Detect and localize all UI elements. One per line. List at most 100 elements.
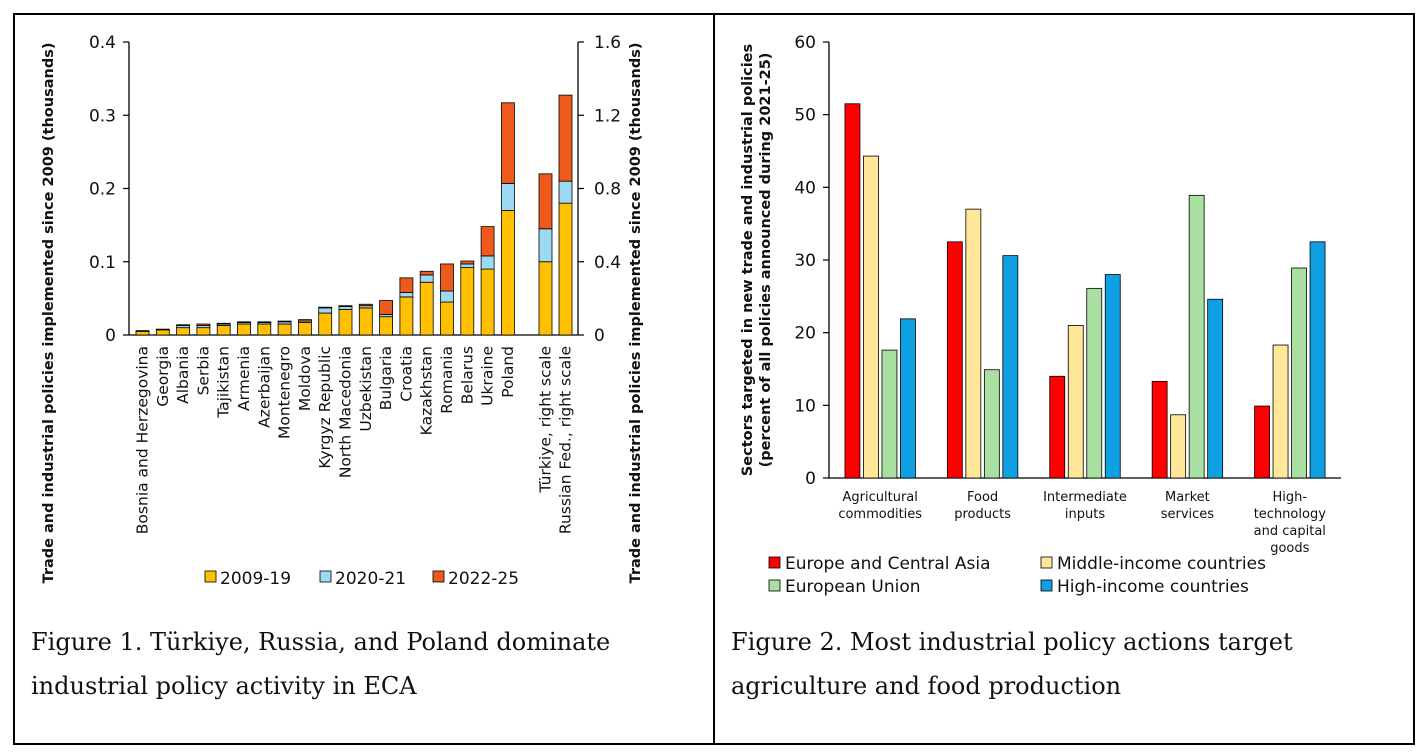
y-tick-label: 50 xyxy=(794,106,816,126)
x-tick-label: Romania xyxy=(438,346,456,414)
bar-segment xyxy=(379,300,394,315)
bar xyxy=(983,369,1000,479)
legend-label: High-income countries xyxy=(1057,577,1249,597)
bar-segment xyxy=(318,306,333,309)
right-y-axis-title: Trade and industrial policies implemente… xyxy=(628,43,644,584)
legend-label: European Union xyxy=(785,577,921,597)
x-tick-label: inputs xyxy=(1065,507,1105,522)
bar-segment xyxy=(358,303,373,307)
bar-segment xyxy=(440,263,454,292)
bar-segment xyxy=(135,330,150,332)
left-y-axis-title: Trade and industrial policies implemente… xyxy=(41,43,57,584)
bar-segment xyxy=(538,173,553,230)
right-y-tick-label: 1.6 xyxy=(594,33,621,53)
legend-label: 2020-21 xyxy=(335,569,406,589)
x-tick-label: Kazakhstan xyxy=(418,346,436,435)
x-tick-label: Uzbekistan xyxy=(357,346,375,432)
bar-segment xyxy=(277,320,292,323)
bar xyxy=(1049,375,1066,479)
y-tick-label: 20 xyxy=(794,324,816,344)
legend-swatch xyxy=(1040,579,1053,592)
left-y-tick-label: 0.3 xyxy=(89,106,116,126)
bar xyxy=(900,318,916,479)
bar xyxy=(1272,344,1289,479)
bar-segment xyxy=(558,94,573,182)
y-tick-label: 0 xyxy=(805,469,816,489)
bar xyxy=(1309,241,1326,479)
right-y-tick-label: 0 xyxy=(594,326,605,346)
x-tick-label: North Macedonia xyxy=(337,346,355,478)
bar-segment xyxy=(257,321,272,323)
legend-label: Europe and Central Asia xyxy=(785,554,991,574)
x-tick-label: commodities xyxy=(838,507,922,522)
y-tick-label: 60 xyxy=(794,33,816,53)
figure1-chart: 0 0.1 0.2 0.3 0.4 0 0.4 0.8 1.2 1.6 Trade and indu… xyxy=(41,33,644,589)
figure2-caption: Figure 2. Most industrial policy actions… xyxy=(731,628,1293,700)
bar xyxy=(946,241,963,479)
y-tick-label: 10 xyxy=(794,396,816,416)
bar xyxy=(1291,267,1307,479)
legend-label: 2009-19 xyxy=(220,569,291,589)
x-tick-label: Croatia xyxy=(397,346,415,402)
bar-segment xyxy=(500,102,515,184)
left-y-tick-label: 0 xyxy=(105,326,116,346)
x-tick-label: Bosnia and Herzegovina xyxy=(134,346,152,534)
x-tick-label: Albania xyxy=(174,346,192,404)
bar-segment xyxy=(155,328,170,331)
right-y-tick-label: 1.2 xyxy=(594,106,621,126)
bar-segment xyxy=(196,323,211,326)
legend-swatch xyxy=(768,579,781,592)
bar xyxy=(1086,287,1103,479)
y-tick-label: 40 xyxy=(794,178,816,198)
x-tick-label: Türkiye, right scale xyxy=(537,346,555,494)
legend-swatch xyxy=(432,570,445,583)
x-tick-label: High- xyxy=(1273,490,1308,505)
x-tick-label: Intermediate xyxy=(1043,490,1127,505)
bar-segment xyxy=(237,321,251,323)
bar xyxy=(863,155,879,479)
bar xyxy=(1067,324,1084,479)
x-tick-label: Ukraine xyxy=(479,346,497,406)
bar xyxy=(1254,405,1270,479)
x-tick-label: Moldova xyxy=(296,346,314,411)
bar xyxy=(1002,255,1019,479)
figure1-caption: Figure 1. Türkiye, Russia, and Poland do… xyxy=(31,628,611,700)
x-tick-label: Belarus xyxy=(458,346,476,404)
x-tick-label: and capital xyxy=(1254,524,1326,539)
x-tick-label: Poland xyxy=(499,346,517,398)
x-tick-label: Bulgaria xyxy=(377,346,395,410)
legend-swatch xyxy=(1040,556,1053,569)
bar xyxy=(1104,274,1121,479)
legend-swatch xyxy=(319,570,332,583)
x-tick-label: Montenegro xyxy=(276,346,294,439)
bar xyxy=(965,208,982,479)
bar xyxy=(1188,194,1205,479)
x-tick-label: Georgia xyxy=(154,346,172,407)
bar-segment xyxy=(297,319,312,322)
x-tick-label: products xyxy=(954,507,1011,522)
x-tick-label: goods xyxy=(1270,541,1309,556)
legend-swatch xyxy=(768,556,781,569)
bar xyxy=(1207,298,1224,479)
x-tick-label: Market xyxy=(1165,490,1210,505)
bar-segment xyxy=(176,324,191,326)
bar-segment xyxy=(399,277,414,293)
legend-label: 2022-25 xyxy=(448,569,519,589)
x-tick-label: Azerbaijan xyxy=(255,346,273,428)
figure2-chart: 0 10 20 30 40 50 60 Sectors targeted in new tra… xyxy=(740,33,1341,597)
x-tick-label: Russian Fed., right scale xyxy=(557,346,575,534)
x-tick-label: Serbia xyxy=(194,346,212,395)
right-y-tick-label: 0.4 xyxy=(594,253,621,273)
y-axis-title-line2: (percent of all policies announced durin… xyxy=(758,53,774,468)
left-y-tick-label: 0.1 xyxy=(89,253,116,273)
bar-segment xyxy=(338,305,353,307)
x-tick-label: technology xyxy=(1254,507,1326,522)
legend-label: Middle-income countries xyxy=(1057,554,1266,574)
bar-segment xyxy=(419,270,434,276)
x-tick-label: Kyrgyz Republic xyxy=(316,346,334,469)
x-tick-label: Agricultural xyxy=(843,490,918,505)
x-tick-label: Armenia xyxy=(235,346,253,411)
x-tick-label: services xyxy=(1161,507,1215,522)
bar-segment xyxy=(460,260,475,265)
bar xyxy=(1170,414,1187,479)
